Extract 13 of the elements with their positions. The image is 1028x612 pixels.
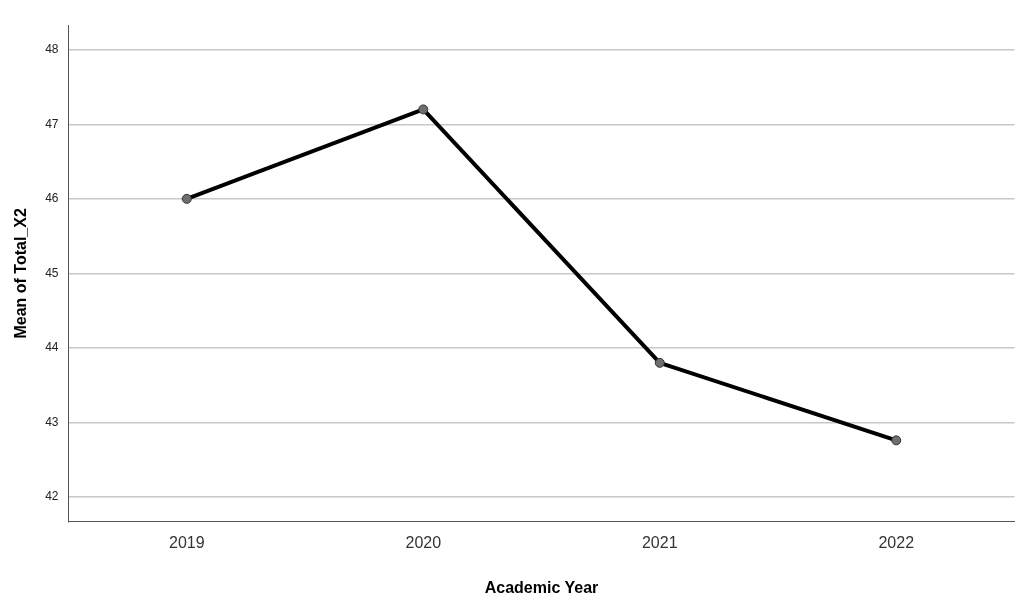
x-tick-label: 2020 <box>405 533 442 551</box>
y-tick-label: 43 <box>45 414 59 429</box>
y-tick-label: 46 <box>45 191 59 206</box>
y-tick-label: 48 <box>45 42 59 57</box>
y-tick-label: 47 <box>45 116 59 131</box>
y-tick-label: 42 <box>45 489 59 504</box>
y-axis-title: Mean of Total_X2 <box>12 208 30 339</box>
x-tick-label: 2019 <box>168 533 205 551</box>
x-tick-label: 2021 <box>641 533 678 551</box>
x-tick-label: 2022 <box>878 533 915 551</box>
y-tick-label: 44 <box>45 340 59 355</box>
x-axis-title: Academic Year <box>484 578 599 596</box>
y-tick-label: 45 <box>45 265 59 280</box>
